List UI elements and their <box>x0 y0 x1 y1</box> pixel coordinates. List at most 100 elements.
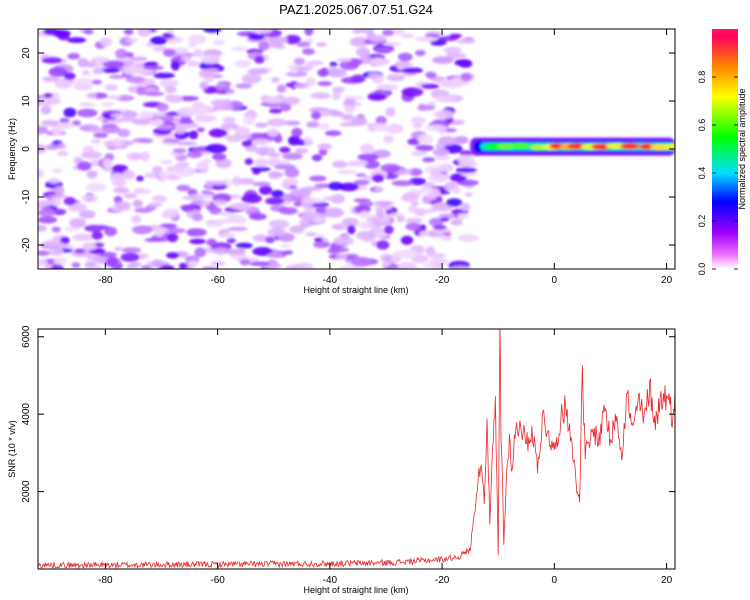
heatmap-cell <box>385 107 396 117</box>
heatmap-cell <box>332 86 345 93</box>
heatmap-cell <box>115 48 128 59</box>
heatmap-cell <box>283 96 301 105</box>
heatmap-cell <box>38 224 47 232</box>
heatmap-cell <box>175 126 186 135</box>
heatmap-cell <box>368 34 387 43</box>
spectrogram-cells <box>38 29 675 269</box>
spectrogram-y-tick-label: -10 <box>21 189 32 204</box>
heatmap-cell <box>166 175 181 180</box>
heatmap-cell <box>40 200 57 206</box>
heatmap-cell <box>434 109 454 119</box>
heatmap-cell <box>355 173 367 178</box>
heatmap-cell <box>235 242 253 249</box>
heatmap-cell <box>235 83 252 89</box>
heatmap-cell <box>368 72 378 79</box>
heatmap-cell <box>99 252 118 257</box>
heatmap-cell <box>440 236 453 241</box>
heatmap-cell <box>241 140 253 147</box>
colorbar-ticks: 0.0 0.2 0.4 0.6 0.8 <box>697 71 738 276</box>
heatmap-cell <box>281 180 292 189</box>
heatmap-cell <box>69 218 87 228</box>
heatmap-cell <box>122 169 136 180</box>
heatmap-cell <box>38 258 48 267</box>
heatmap-cell <box>144 61 159 66</box>
heatmap-cell <box>239 259 251 266</box>
heatmap-cell <box>400 33 415 39</box>
heatmap-cell <box>318 148 328 156</box>
heatmap-cell <box>133 187 145 194</box>
heatmap-cell <box>221 232 235 239</box>
heatmap-cell <box>309 175 327 182</box>
heatmap-cell <box>415 36 437 42</box>
heatmap-cell <box>258 41 270 52</box>
heatmap-cell <box>167 232 179 243</box>
heatmap-cell <box>415 144 434 152</box>
heatmap-cell <box>102 158 113 169</box>
heatmap-cell <box>140 151 150 162</box>
heatmap-cell <box>368 215 380 221</box>
heatmap-cell <box>186 60 201 67</box>
heatmap-cell <box>355 230 377 240</box>
heatmap-cell <box>443 46 462 55</box>
heatmap-cell <box>187 260 199 268</box>
heatmap-cell <box>305 77 317 87</box>
spectrogram-y-label: Frequency (Hz) <box>7 118 17 180</box>
heatmap-cell <box>359 210 371 219</box>
heatmap-cell <box>410 201 420 206</box>
heatmap-cell <box>215 158 232 169</box>
heatmap-cell <box>265 236 275 244</box>
colorbar-label: Normalized spectral amplitude <box>737 88 747 209</box>
heatmap-cell <box>244 158 254 166</box>
snr-line <box>38 329 675 569</box>
heatmap-cell <box>252 169 261 175</box>
heatmap-cell <box>410 116 426 125</box>
heatmap-cell <box>91 79 103 85</box>
heatmap-cell <box>427 253 447 259</box>
heatmap-cell <box>90 56 110 63</box>
heatmap-cell <box>296 41 311 48</box>
heatmap-cell <box>324 207 344 218</box>
heatmap-cell <box>337 169 357 175</box>
heatmap-cell <box>328 247 350 253</box>
colorbar-tick-label: 0.0 <box>697 263 707 276</box>
heatmap-cell <box>255 122 268 128</box>
heatmap-cell <box>229 202 251 210</box>
heatmap-cell <box>166 165 185 172</box>
heatmap-cell <box>132 118 152 125</box>
heatmap-cell <box>353 179 370 186</box>
heatmap-cell <box>329 61 338 68</box>
heatmap-cell <box>209 56 221 63</box>
heatmap-cell <box>294 148 309 154</box>
heatmap-cell <box>234 59 252 68</box>
heatmap-cell <box>367 93 387 101</box>
heatmap-cell <box>301 196 314 203</box>
heatmap-cell <box>213 39 226 46</box>
heatmap-cell <box>336 57 352 63</box>
heatmap-cell <box>121 110 138 119</box>
heatmap-cell <box>38 250 51 256</box>
heatmap-cell <box>101 123 118 129</box>
heatmap-cell <box>114 246 122 252</box>
heatmap-cell <box>401 87 424 97</box>
heatmap-cell <box>72 233 94 241</box>
heatmap-cell <box>293 57 306 66</box>
heatmap-cell <box>401 67 424 74</box>
snr-y-tick-label: 6000 <box>21 325 32 348</box>
heatmap-cell <box>374 187 384 193</box>
heatmap-cell <box>132 199 143 208</box>
spectrogram-y-tick-label: -20 <box>21 237 32 252</box>
heatmap-cell <box>372 174 384 183</box>
heatmap-cell <box>271 190 284 198</box>
heatmap-cell <box>121 247 142 254</box>
heatmap-cell <box>421 83 440 90</box>
heatmap-cell <box>213 247 229 255</box>
heatmap-cell <box>338 182 359 192</box>
snr-x-tick-label: -80 <box>98 575 113 586</box>
snr-frame <box>37 328 676 570</box>
snr-y-tick-label: 4000 <box>21 403 32 426</box>
heatmap-cell <box>432 225 447 230</box>
heatmap-cell <box>437 163 454 173</box>
heatmap-cell <box>311 154 323 162</box>
heatmap-cell <box>225 89 235 94</box>
